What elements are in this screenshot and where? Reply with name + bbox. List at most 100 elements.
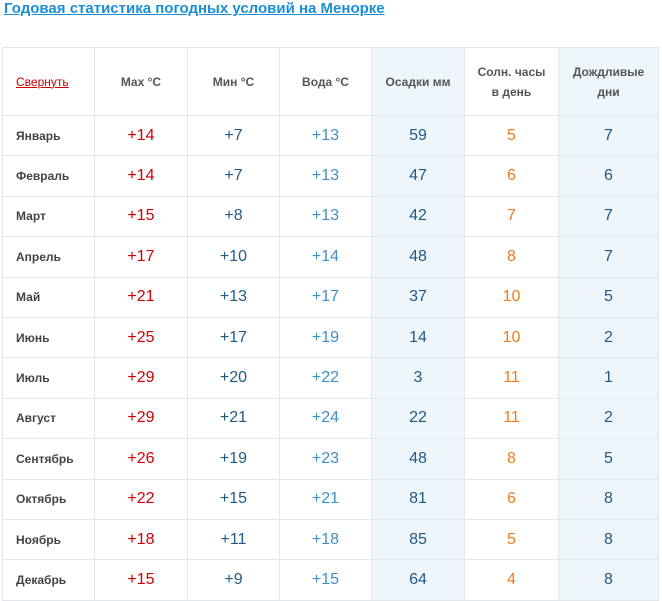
cell-sun: 5: [464, 518, 559, 561]
cell-days: 5: [558, 276, 659, 318]
cell-water: +18: [279, 518, 372, 561]
cell-min: +15: [187, 478, 280, 520]
cell-max: +15: [94, 195, 188, 238]
cell-rain: 47: [371, 155, 465, 197]
cell-sun: 10: [464, 316, 559, 359]
cell-days: 5: [558, 438, 659, 480]
table-header-row: Свернуть Max °C Мин °C Вода °C Осадки мм…: [2, 47, 659, 116]
header-rainy-days-line1: Дождливые: [572, 64, 645, 79]
cell-rain: 59: [371, 114, 465, 157]
cell-water: +21: [279, 478, 372, 520]
cell-max: +25: [94, 316, 188, 359]
cell-sun: 11: [464, 357, 559, 399]
header-sun-hours: Солн. часы в день: [464, 47, 559, 116]
cell-month: Май: [2, 276, 95, 318]
cell-sun: 6: [464, 478, 559, 520]
table-row: Август +29 +21 +24 22 11 2: [2, 397, 659, 440]
table-row: Май +21 +13 +17 37 10 5: [2, 276, 659, 318]
cell-max: +21: [94, 276, 188, 318]
cell-month: Август: [2, 397, 95, 440]
cell-sun: 7: [464, 195, 559, 238]
table-row: Июль +29 +20 +22 3 11 1: [2, 357, 659, 399]
cell-month: Июль: [2, 357, 95, 399]
cell-min: +7: [187, 155, 280, 197]
cell-min: +19: [187, 438, 280, 480]
cell-min: +7: [187, 114, 280, 157]
header-rainy-days-line2: дни: [597, 84, 620, 99]
cell-month: Июнь: [2, 316, 95, 359]
cell-month: Ноябрь: [2, 518, 95, 561]
cell-min: +21: [187, 397, 280, 440]
cell-sun: 11: [464, 397, 559, 440]
header-min-temp: Мин °C: [187, 47, 280, 116]
cell-min: +11: [187, 518, 280, 561]
cell-days: 8: [558, 518, 659, 561]
cell-days: 7: [558, 114, 659, 157]
cell-month: Октябрь: [2, 478, 95, 520]
header-max-temp: Max °C: [94, 47, 188, 116]
cell-month: Январь: [2, 114, 95, 157]
cell-rain: 64: [371, 559, 465, 601]
cell-water: +13: [279, 114, 372, 157]
cell-min: +13: [187, 276, 280, 318]
cell-month: Апрель: [2, 236, 95, 278]
cell-sun: 5: [464, 114, 559, 157]
cell-water: +14: [279, 236, 372, 278]
cell-min: +10: [187, 236, 280, 278]
cell-sun: 4: [464, 559, 559, 601]
table-row: Март +15 +8 +13 42 7 7: [2, 195, 659, 238]
cell-max: +15: [94, 559, 188, 601]
cell-month: Сентябрь: [2, 438, 95, 480]
cell-days: 2: [558, 316, 659, 359]
header-rainy-days: Дождливые дни: [558, 47, 659, 116]
cell-min: +20: [187, 357, 280, 399]
table-row: Февраль +14 +7 +13 47 6 6: [2, 155, 659, 197]
cell-water: +13: [279, 155, 372, 197]
collapse-link[interactable]: Свернуть: [16, 74, 69, 89]
cell-water: +13: [279, 195, 372, 238]
cell-rain: 85: [371, 518, 465, 561]
cell-rain: 14: [371, 316, 465, 359]
cell-max: +14: [94, 155, 188, 197]
table-row: Апрель +17 +10 +14 48 8 7: [2, 236, 659, 278]
cell-max: +26: [94, 438, 188, 480]
cell-water: +17: [279, 276, 372, 318]
cell-days: 8: [558, 559, 659, 601]
cell-sun: 8: [464, 438, 559, 480]
table-row: Январь +14 +7 +13 59 5 7: [2, 114, 659, 157]
cell-rain: 37: [371, 276, 465, 318]
cell-days: 8: [558, 478, 659, 520]
cell-max: +29: [94, 397, 188, 440]
cell-max: +17: [94, 236, 188, 278]
cell-min: +9: [187, 559, 280, 601]
cell-days: 6: [558, 155, 659, 197]
cell-days: 2: [558, 397, 659, 440]
cell-min: +17: [187, 316, 280, 359]
cell-month: Февраль: [2, 155, 95, 197]
cell-max: +18: [94, 518, 188, 561]
table-row: Октябрь +22 +15 +21 81 6 8: [2, 478, 659, 520]
cell-rain: 81: [371, 478, 465, 520]
cell-days: 1: [558, 357, 659, 399]
page-title-link[interactable]: Годовая статистика погодных условий на М…: [4, 0, 385, 17]
cell-sun: 8: [464, 236, 559, 278]
header-sun-hours-line1: Солн. часы: [477, 64, 546, 79]
cell-sun: 10: [464, 276, 559, 318]
cell-water: +23: [279, 438, 372, 480]
cell-rain: 3: [371, 357, 465, 399]
cell-water: +15: [279, 559, 372, 601]
cell-max: +14: [94, 114, 188, 157]
cell-rain: 48: [371, 236, 465, 278]
cell-min: +8: [187, 195, 280, 238]
cell-month: Март: [2, 195, 95, 238]
cell-max: +29: [94, 357, 188, 399]
table-row: Сентябрь +26 +19 +23 48 8 5: [2, 438, 659, 480]
cell-rain: 48: [371, 438, 465, 480]
header-toggle-cell: Свернуть: [2, 47, 95, 116]
table-row: Июнь +25 +17 +19 14 10 2: [2, 316, 659, 359]
header-sun-hours-line2: в день: [491, 84, 532, 99]
table-row: Ноябрь +18 +11 +18 85 5 8: [2, 518, 659, 561]
cell-sun: 6: [464, 155, 559, 197]
cell-water: +22: [279, 357, 372, 399]
header-water-temp: Вода °C: [279, 47, 372, 116]
